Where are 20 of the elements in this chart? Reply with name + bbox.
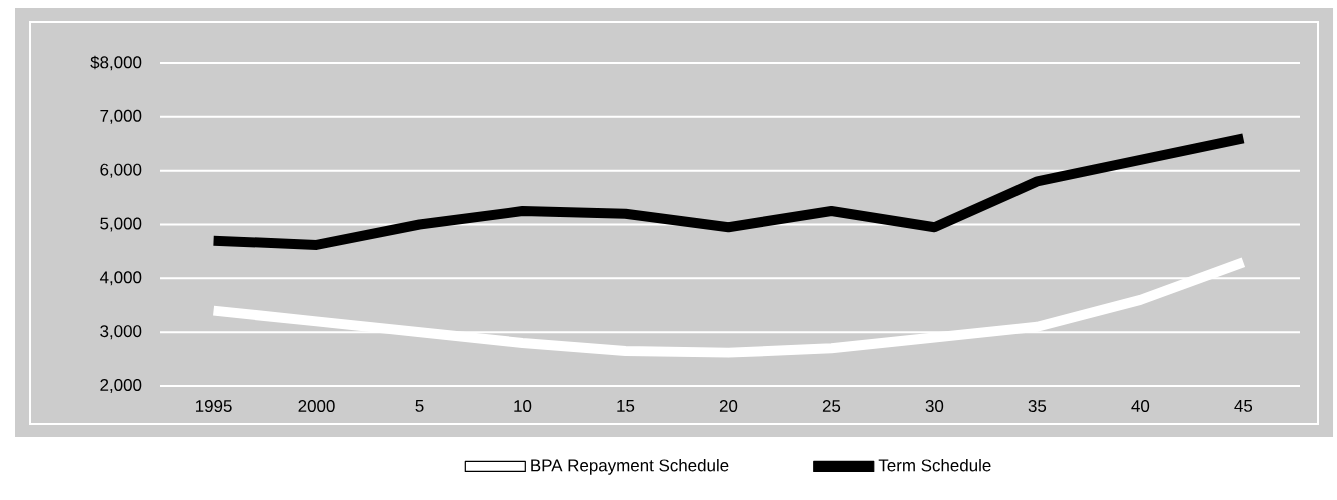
y-tick-label: 6,000 [100,163,142,178]
legend-label: BPA Repayment Schedule [531,458,729,475]
x-tick-label: 45 [1234,400,1253,412]
x-tick-label: 10 [514,400,532,413]
x-tick-label: 40 [1131,400,1150,413]
x-tick-label: 20 [719,400,738,413]
y-tick-label: 4,000 [99,271,142,286]
x-tick-label: 1995 [195,400,232,413]
x-tick-label: 35 [1028,400,1047,413]
x-tick-label: 30 [925,400,944,413]
x-tick-label: 15 [617,400,635,412]
y-tick-label: 2,000 [100,379,142,393]
legend-label: Term Schedule [878,458,991,472]
x-tick-label: 2000 [298,400,335,413]
y-tick-label: $8,000 [90,55,142,71]
x-tick-label: 5 [415,400,424,412]
x-tick-label: 25 [822,400,841,413]
y-tick-label: 5,000 [100,217,142,232]
y-tick-label: 7,000 [100,109,142,124]
y-tick-label: 3,000 [100,325,142,340]
